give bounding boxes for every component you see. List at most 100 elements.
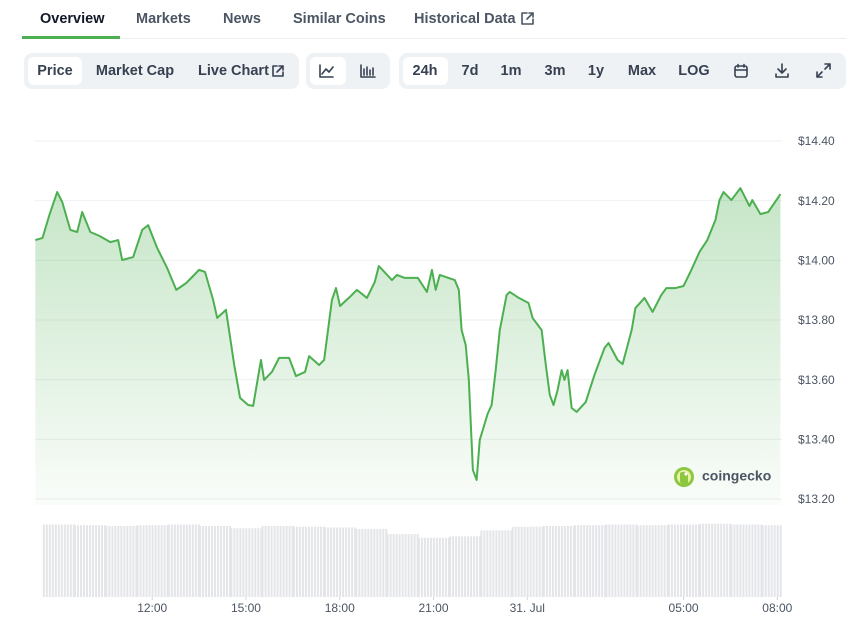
volume-stripe bbox=[776, 525, 779, 597]
volume-stripe bbox=[636, 525, 639, 597]
volume-stripe bbox=[63, 524, 66, 597]
volume-stripe bbox=[592, 525, 595, 597]
tab[interactable]: News bbox=[223, 11, 261, 27]
volume-stripe bbox=[120, 525, 123, 597]
volume-stripe bbox=[504, 530, 507, 597]
volume-stripe bbox=[426, 537, 429, 597]
volume-stripe bbox=[792, 525, 794, 597]
volume-bar bbox=[511, 526, 544, 597]
volume-stripe bbox=[351, 527, 354, 597]
fullscreen-button[interactable] bbox=[816, 63, 831, 78]
volume-stripe bbox=[492, 530, 495, 597]
volume-stripe bbox=[598, 525, 601, 597]
volume-stripe bbox=[432, 537, 435, 597]
range-button[interactable]: 1y bbox=[588, 63, 604, 79]
volume-stripe bbox=[663, 525, 666, 597]
candlestick-button[interactable] bbox=[360, 64, 376, 78]
tab[interactable]: Overview bbox=[40, 11, 105, 27]
range-button[interactable]: LOG bbox=[678, 63, 709, 79]
volume-bar bbox=[167, 524, 200, 597]
volume-stripe bbox=[604, 525, 607, 597]
volume-stripe bbox=[282, 525, 285, 597]
volume-stripe bbox=[322, 526, 325, 597]
volume-stripe bbox=[199, 525, 202, 597]
y-tick-label: $14.00 bbox=[798, 254, 835, 268]
volume-bar bbox=[199, 525, 232, 597]
volume-stripe bbox=[226, 525, 229, 597]
volume-stripe bbox=[345, 527, 348, 597]
volume-stripe bbox=[423, 537, 426, 597]
volume-stripe bbox=[51, 524, 54, 597]
tab[interactable]: Markets bbox=[136, 11, 191, 27]
active-option bbox=[28, 57, 82, 85]
volume-stripe bbox=[569, 525, 572, 597]
volume-stripe bbox=[723, 523, 726, 597]
volume-stripe bbox=[733, 524, 736, 597]
volume-stripe bbox=[404, 534, 407, 597]
volume-stripe bbox=[479, 536, 482, 597]
volume-stripe bbox=[470, 536, 473, 597]
volume-stripe bbox=[452, 536, 455, 597]
volume-stripe bbox=[69, 524, 72, 597]
volume-stripe bbox=[86, 525, 89, 597]
volume-bar bbox=[480, 530, 513, 597]
volume-stripe bbox=[632, 524, 635, 597]
volume-stripe bbox=[480, 530, 483, 597]
volume-stripe bbox=[742, 524, 745, 597]
y-tick-label: $14.40 bbox=[798, 134, 835, 148]
volume-stripe bbox=[342, 527, 345, 597]
volume-stripe bbox=[105, 525, 108, 597]
volume-stripe bbox=[139, 525, 142, 597]
volume-stripe bbox=[114, 525, 117, 597]
volume-stripe bbox=[566, 525, 569, 597]
volume-stripe bbox=[370, 528, 373, 597]
volume-stripe bbox=[542, 525, 545, 597]
volume-stripe bbox=[726, 523, 729, 597]
volume-stripe bbox=[447, 537, 450, 597]
volume-stripe bbox=[77, 525, 80, 597]
range-group bbox=[399, 53, 846, 89]
volume-stripe bbox=[376, 528, 379, 597]
range-button[interactable]: 24h bbox=[413, 63, 438, 79]
volume-stripe bbox=[261, 525, 264, 597]
volume-stripe bbox=[420, 537, 423, 597]
line-chart-button[interactable] bbox=[319, 64, 334, 78]
calendar-button[interactable] bbox=[734, 63, 748, 78]
y-tick-label: $13.20 bbox=[798, 492, 835, 506]
chart-option[interactable]: Live Chart bbox=[198, 63, 269, 79]
volume-stripe bbox=[395, 534, 398, 597]
volume-stripe bbox=[160, 525, 163, 597]
volume-stripe bbox=[142, 525, 145, 597]
volume-stripe bbox=[214, 525, 217, 597]
watermark: coingecko bbox=[702, 468, 771, 484]
volume-stripe bbox=[273, 525, 276, 597]
volume-stripe bbox=[511, 526, 514, 597]
volume-stripe bbox=[444, 537, 447, 597]
volume-stripe bbox=[229, 525, 232, 597]
volume-stripe bbox=[223, 525, 226, 597]
volume-stripe bbox=[151, 525, 154, 597]
chart-option[interactable]: Market Cap bbox=[96, 63, 174, 79]
range-button[interactable]: 7d bbox=[462, 63, 479, 79]
tab[interactable]: Similar Coins bbox=[293, 11, 386, 27]
range-button[interactable]: 3m bbox=[545, 63, 566, 79]
volume-stripe bbox=[74, 525, 77, 597]
tab[interactable]: Historical Data bbox=[414, 11, 516, 27]
volume-stripe bbox=[194, 524, 197, 597]
volume-stripe bbox=[754, 524, 757, 597]
volume-stripe bbox=[541, 526, 544, 597]
volume-stripe bbox=[173, 524, 176, 597]
x-tick-label: 31. Jul bbox=[510, 601, 545, 615]
volume-stripe bbox=[319, 526, 322, 597]
volume-stripe bbox=[170, 524, 173, 597]
chart-option[interactable]: Price bbox=[37, 63, 72, 79]
volume-stripe bbox=[385, 528, 388, 597]
volume-stripe bbox=[441, 537, 444, 597]
range-button[interactable]: 1m bbox=[501, 63, 522, 79]
volume-stripe bbox=[545, 525, 548, 597]
download-button[interactable] bbox=[775, 63, 789, 78]
price-line bbox=[35, 187, 782, 481]
volume-stripe bbox=[166, 525, 169, 597]
range-button[interactable]: Max bbox=[628, 63, 656, 79]
volume-stripe bbox=[657, 525, 660, 597]
